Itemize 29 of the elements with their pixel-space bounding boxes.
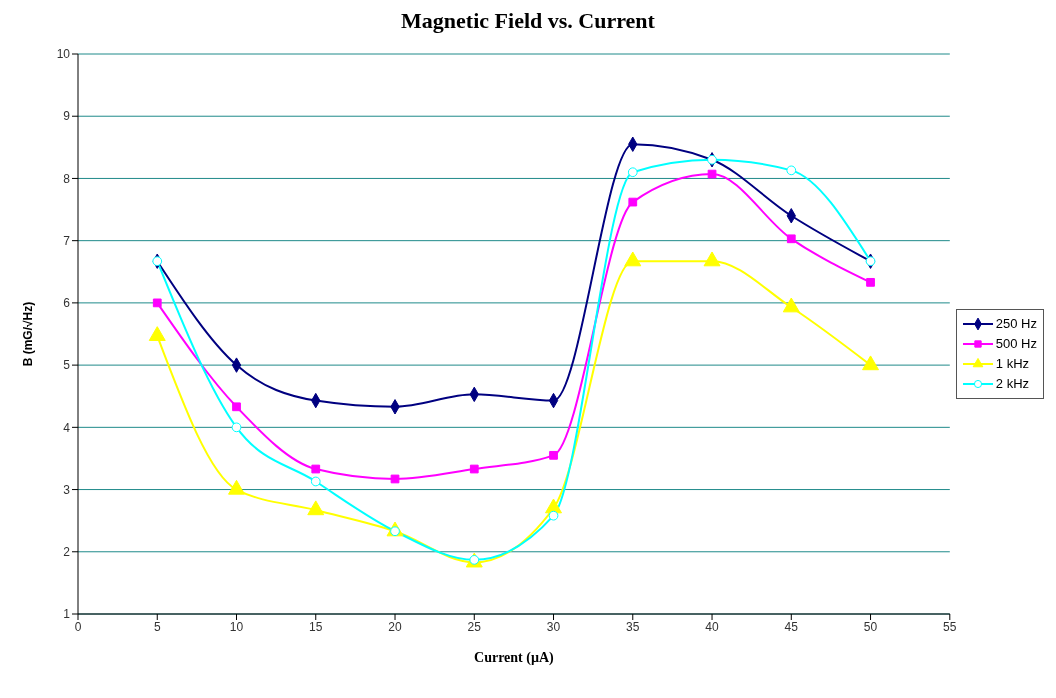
y-tick-label: 8 xyxy=(63,171,71,186)
y-tick-label: 3 xyxy=(63,482,71,497)
x-tick-label: 35 xyxy=(626,619,640,634)
legend-label: 250 Hz xyxy=(995,315,1037,333)
legend-label: 500 Hz xyxy=(995,335,1037,353)
x-axis-title: Current (µA) xyxy=(474,650,555,666)
y-tick-label: 7 xyxy=(63,233,71,248)
y-tick-label: 6 xyxy=(63,296,71,311)
x-tick-label: 50 xyxy=(863,619,878,634)
x-tick-label: 10 xyxy=(229,619,244,634)
legend-label: 2 kHz xyxy=(995,375,1030,393)
y-tick-label: 1 xyxy=(63,607,71,622)
y-tick-label: 2 xyxy=(63,545,71,560)
y-tick-label: 10 xyxy=(56,47,71,62)
legend-label: 1 kHz xyxy=(995,355,1030,373)
x-tick-label: 25 xyxy=(467,619,482,634)
x-tick-label: 5 xyxy=(153,619,161,634)
x-tick-label: 30 xyxy=(546,619,561,634)
x-tick-label: 20 xyxy=(388,619,403,634)
y-tick-label: 5 xyxy=(63,358,71,373)
x-tick-label: 45 xyxy=(784,619,799,634)
y-tick-label: 9 xyxy=(63,109,71,124)
y-tick-label: 4 xyxy=(63,420,71,435)
y-axis-title: B (mG/√Hz) xyxy=(21,301,36,367)
x-tick-label: 40 xyxy=(705,619,720,634)
x-tick-label: 15 xyxy=(309,619,323,634)
chart-title: Magnetic Field vs. Current xyxy=(400,8,656,34)
x-tick-label: 0 xyxy=(74,619,82,634)
x-tick-label: 55 xyxy=(943,619,957,634)
